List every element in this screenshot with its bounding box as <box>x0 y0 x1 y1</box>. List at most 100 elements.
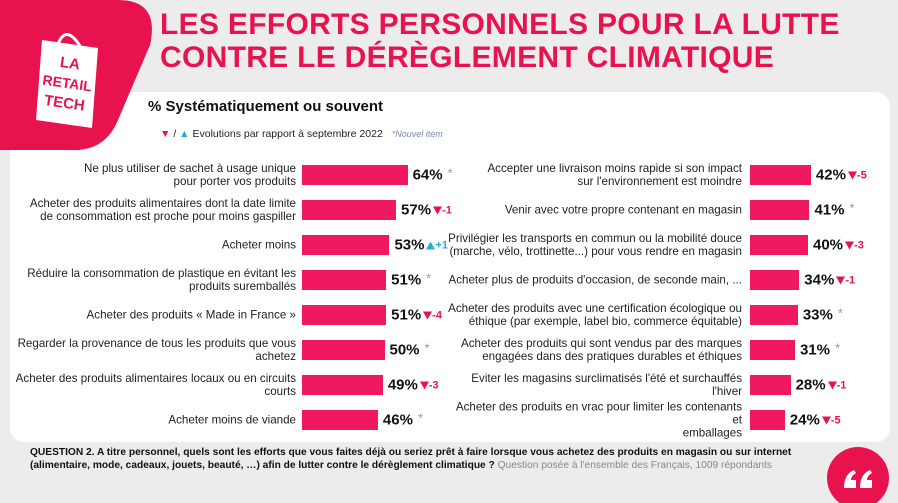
category-label: Acheter moins de viande <box>168 413 296 427</box>
category-label: Réduire la consommation de plastique en … <box>27 267 296 293</box>
quote-circle <box>827 447 889 503</box>
evolution-value: -3 <box>428 379 439 391</box>
evolution-value: +1 <box>435 239 449 251</box>
evolution-value: -5 <box>830 414 841 426</box>
new-item-mark: * <box>837 305 843 321</box>
category-label: Acheter des produits qui sont vendus par… <box>461 337 742 363</box>
value-group: 51% -4 <box>391 307 442 324</box>
bar <box>750 305 798 325</box>
title: LES EFFORTS PERSONNELS POUR LA LUTTE CON… <box>160 8 840 74</box>
value-group: 53% +1 <box>394 237 448 254</box>
value-group: 40% -3 <box>813 237 864 254</box>
category-label: Privilégier les transports en commun ou … <box>448 232 742 258</box>
category-label: Accepter une livraison moins rapide si s… <box>487 162 742 188</box>
category-label: Acheter des produits en vrac pour limite… <box>455 400 742 440</box>
category-label: Acheter moins <box>221 238 296 252</box>
value-label: 46% <box>382 411 413 429</box>
triangle <box>821 416 831 424</box>
title-line: CONTRE LE DÉRÈGLEMENT CLIMATIQUE <box>160 41 775 74</box>
bar <box>750 270 800 290</box>
category-label: Acheter des produits alimentaires locaux… <box>15 372 296 398</box>
value-group: 33% * <box>803 305 843 324</box>
bar <box>302 305 387 325</box>
bar <box>302 165 408 185</box>
down-triangle <box>847 171 857 179</box>
value-group: 46% * <box>382 410 423 429</box>
triangle <box>433 206 443 214</box>
bar <box>302 270 387 290</box>
triangle <box>419 381 429 389</box>
new-item-mark: * <box>424 340 430 356</box>
down-triangle <box>836 276 846 284</box>
category-label: Eviter les magasins surclimatisés l'été … <box>471 372 742 398</box>
legend-new-item: *Nouvel item <box>391 129 443 139</box>
evolution: -3 <box>419 379 439 391</box>
evolution-value: -5 <box>856 169 867 181</box>
legend-down: ▼ <box>160 128 171 140</box>
evolution: +1 <box>426 239 448 251</box>
new-item-mark: * <box>849 200 855 216</box>
category-label: Ne plus utiliser de sachet à usage uniqu… <box>83 162 296 188</box>
title-line: LES EFFORTS PERSONNELS POUR LA LUTTE <box>160 8 840 41</box>
quote-icon <box>827 447 889 503</box>
value-label: 49% <box>387 376 418 394</box>
value-group: 34% -1 <box>804 272 855 289</box>
category-label: Acheter des produits alimentaires dont l… <box>29 197 296 223</box>
value-group: 51% * <box>391 271 431 289</box>
bar <box>750 375 791 395</box>
new-item-mark: * <box>417 410 423 426</box>
triangle <box>423 311 433 319</box>
down-triangle <box>423 311 433 319</box>
value-group: 57% -1 <box>401 202 452 219</box>
bar <box>750 200 810 220</box>
evolution: -1 <box>827 379 847 391</box>
triangle <box>827 381 837 389</box>
question: QUESTION 2. A titre personnel, quels son… <box>30 446 800 472</box>
bar <box>750 340 795 360</box>
value-group: 49% -3 <box>388 377 439 394</box>
value-label: 41% <box>814 201 845 219</box>
value-label: 51% <box>391 306 422 324</box>
evolution: -4 <box>423 309 442 321</box>
evolution-value: -1 <box>845 274 856 286</box>
bar <box>302 340 385 360</box>
down-triangle <box>821 416 831 424</box>
value-label: 57% <box>401 201 432 219</box>
triangle <box>426 241 436 249</box>
subtitle: % Systématiquement ou souvent <box>148 98 384 115</box>
category-label: Venir avec votre propre contenant en mag… <box>504 203 742 217</box>
value-group: 28% -1 <box>796 377 847 394</box>
bar <box>750 235 808 255</box>
value-label: 34% <box>804 271 835 289</box>
logo-text: TECH <box>43 92 86 115</box>
evolution-value: -1 <box>836 379 847 391</box>
value-label: 53% <box>394 236 425 254</box>
triangle <box>836 276 846 284</box>
value-group: 42% -5 <box>816 167 867 184</box>
evolution: -1 <box>836 274 855 286</box>
evolution: -5 <box>847 169 867 181</box>
bar <box>302 375 383 395</box>
triangle <box>847 171 857 179</box>
category-label: Regarder la provenance de tous les produ… <box>17 337 296 363</box>
value-label: 50% <box>389 341 420 359</box>
logo-text: LA <box>59 54 81 74</box>
bar <box>302 235 390 255</box>
bar <box>302 410 378 430</box>
category-label: Acheter des produits « Made in France » <box>86 308 296 322</box>
value-label: 42% <box>815 166 846 184</box>
legend: ▼ / ▲ Evolutions par rapport à septembre… <box>160 128 443 140</box>
logo: LA RETAIL TECH <box>0 0 152 151</box>
logo-bag <box>36 40 98 128</box>
legend-up: ▲ <box>179 128 190 140</box>
source: Question posée à l'ensemble des Français… <box>497 460 772 471</box>
logo-text: RETAIL <box>42 72 94 95</box>
down-triangle <box>827 381 837 389</box>
legend-text: Evolutions par rapport à septembre 2022 <box>192 128 383 140</box>
up-triangle <box>426 241 436 249</box>
new-item-mark: * <box>447 165 453 181</box>
logo-handle <box>56 33 82 47</box>
down-triangle <box>433 206 443 214</box>
evolution: -3 <box>845 239 864 251</box>
